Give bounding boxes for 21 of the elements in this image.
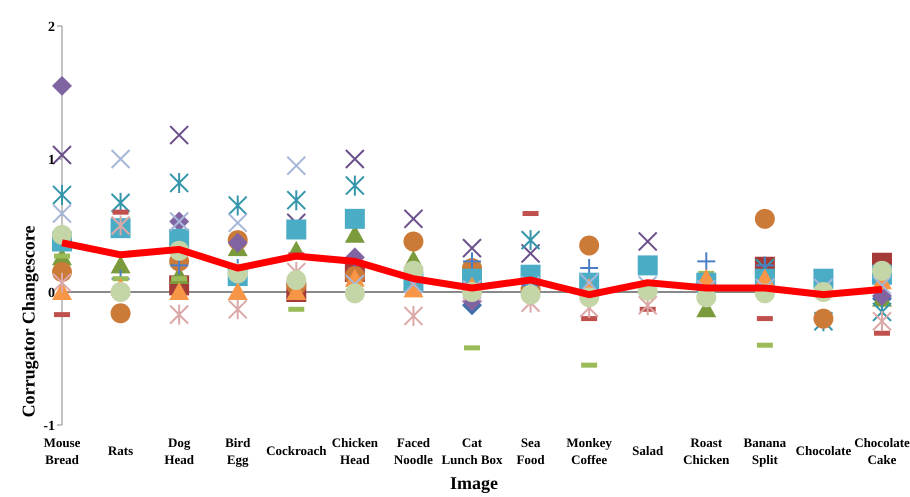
x-tick-label: Chocolate Cake (854, 435, 910, 467)
x-tick-label: Banana Split (744, 435, 787, 467)
x-tick-label: Roast Chicken (683, 435, 730, 467)
x-tick-label: Dog Head (164, 435, 195, 467)
x-tick-label: Chocolate (796, 443, 852, 458)
y-tick-label: 2 (48, 20, 55, 35)
y-tick-label: 1 (48, 152, 55, 168)
x-tick-label: Cockroach (266, 443, 328, 458)
x-tick-label: Cat Lunch Box (441, 435, 504, 467)
x-tick-label: Salad (632, 443, 664, 458)
x-tick-label: Faced Noodle (394, 435, 434, 467)
x-tick-label: Chicken Head (332, 435, 379, 467)
x-tick-label: Bird Egg (225, 435, 252, 467)
x-tick-label: Monkey Coffee (566, 435, 612, 467)
y-axis-title: Corrugator Changescore (18, 226, 38, 418)
y-tick-label: 0 (48, 286, 55, 301)
x-tick-label: Rats (108, 443, 134, 458)
x-tick-label: Sea Food (516, 435, 546, 467)
x-tick-label: Mouse Bread (44, 435, 81, 467)
y-tick-label: -1 (43, 418, 55, 434)
x-axis-title: Image (450, 473, 498, 493)
